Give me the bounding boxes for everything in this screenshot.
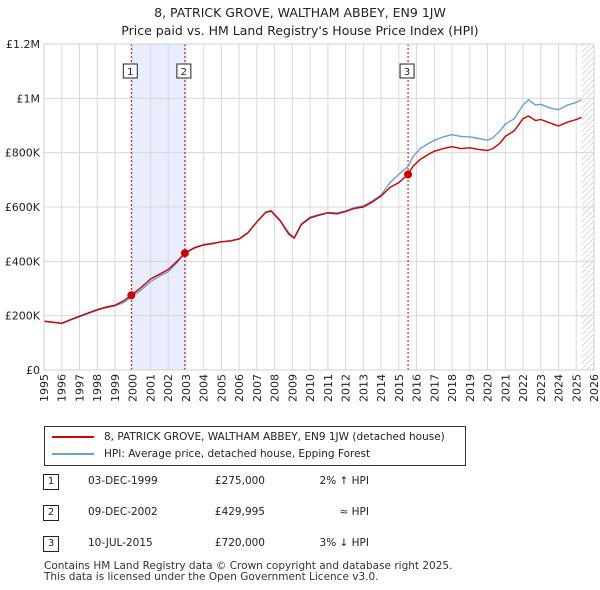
y-tick-label: £400K — [5, 255, 41, 268]
x-tick-label: 2025 — [570, 374, 583, 402]
sale-date: 09-DEC-2002 — [88, 506, 158, 518]
legend-label-property: 8, PATRICK GROVE, WALTHAM ABBEY, EN9 1JW… — [104, 431, 445, 443]
sale-marker — [180, 249, 189, 258]
x-tick-label: 2005 — [215, 374, 228, 402]
sale-date: 03-DEC-1999 — [88, 475, 158, 487]
x-tick-label: 2001 — [144, 374, 157, 402]
sale-hpi-comparison: 2% ↑ HPI — [319, 475, 369, 487]
x-tick-label: 2017 — [428, 374, 441, 402]
y-tick-label: £0 — [26, 364, 40, 377]
sale-label: 2 — [181, 67, 187, 78]
sale-price: £720,000 — [214, 537, 265, 549]
x-tick-label: 1998 — [91, 374, 104, 402]
sale-number-badge: 3 — [43, 536, 59, 552]
x-tick-label: 1997 — [73, 374, 86, 402]
sale-marker — [404, 170, 413, 179]
sale-marker — [127, 291, 136, 300]
sale-label-box — [176, 63, 192, 79]
footer-copyright: Contains HM Land Registry data © Crown c… — [44, 560, 453, 572]
x-tick-label: 2019 — [464, 374, 477, 402]
x-tick-label: 2011 — [322, 374, 335, 402]
x-tick-label: 2000 — [127, 374, 140, 402]
y-tick-label: £1.2M — [6, 38, 40, 51]
footer: Contains HM Land Registry data © Crown c… — [44, 561, 452, 583]
table-row: 2 09-DEC-2002 £429,995 ≈ HPI — [0, 505, 600, 525]
table-row: 1 03-DEC-1999 £275,000 2% ↑ HPI — [0, 474, 600, 494]
x-tick-label: 2006 — [233, 374, 246, 402]
x-tick-label: 2008 — [269, 374, 282, 402]
sale-hpi-comparison: 3% ↓ HPI — [319, 537, 369, 549]
x-tick-label: 2009 — [286, 374, 299, 402]
x-tick-label: 2024 — [553, 374, 566, 402]
table-row: 3 10-JUL-2015 £720,000 3% ↓ HPI — [0, 536, 600, 556]
plot-border — [43, 43, 595, 371]
x-tick-label: 2023 — [535, 374, 548, 402]
chart-title-block: 8, PATRICK GROVE, WALTHAM ABBEY, EN9 1JW… — [0, 4, 600, 40]
x-tick-label: 2020 — [482, 374, 495, 402]
x-tick-label: 2026 — [588, 374, 600, 402]
x-tick-label: 1995 — [38, 374, 51, 402]
x-tick-label: 2018 — [446, 374, 459, 402]
sale-label-box — [399, 63, 415, 79]
y-tick-label: £1M — [17, 92, 41, 105]
legend-label-hpi: HPI: Average price, detached house, Eppi… — [104, 448, 371, 460]
sale-number-badge: 1 — [43, 474, 59, 490]
footer-licence: This data is licensed under the Open Gov… — [44, 571, 379, 583]
legend-swatch-property — [52, 436, 94, 438]
chart-title: 8, PATRICK GROVE, WALTHAM ABBEY, EN9 1JW — [154, 5, 446, 20]
x-tick-label: 2007 — [251, 374, 264, 402]
y-tick-label: £800K — [5, 147, 41, 160]
sale-label: 1 — [127, 67, 133, 78]
property-price-line — [43, 115, 582, 324]
legend-item-hpi: HPI: Average price, detached house, Eppi… — [45, 446, 370, 462]
y-tick-label: £200K — [5, 310, 41, 323]
x-tick-label: 2004 — [198, 374, 211, 402]
x-tick-label: 2013 — [357, 374, 370, 402]
x-tick-label: 1996 — [56, 374, 69, 402]
x-tick-label: 2015 — [393, 374, 406, 402]
x-tick-label: 2010 — [304, 374, 317, 402]
legend-swatch-hpi — [52, 453, 94, 455]
x-tick-label: 2016 — [411, 374, 424, 402]
price-chart: 1 2 3 £0 £200K £400K £600K £800K £1M £1.2M 1995 19… — [5, 38, 600, 402]
x-tick-label: 2012 — [340, 374, 353, 402]
x-tick-label: 2021 — [499, 374, 512, 402]
sale-price: £275,000 — [214, 475, 265, 487]
sale-number-badge: 2 — [43, 505, 59, 521]
chart-subtitle: Price paid vs. HM Land Registry's House … — [121, 23, 479, 38]
x-tick-label: 1999 — [109, 374, 122, 402]
legend: 8, PATRICK GROVE, WALTHAM ABBEY, EN9 1JW… — [44, 426, 466, 466]
sale-price: £429,995 — [214, 506, 265, 518]
x-tick-label: 2002 — [162, 374, 175, 402]
sale-date: 10-JUL-2015 — [88, 537, 153, 549]
x-tick-label: 2022 — [517, 374, 530, 402]
sale-label-box — [122, 63, 138, 79]
x-tick-label: 2014 — [375, 374, 388, 402]
sale-hpi-comparison: ≈ HPI — [339, 506, 369, 518]
sale-label: 3 — [404, 67, 410, 78]
y-tick-label: £600K — [5, 201, 41, 214]
x-tick-label: 2003 — [180, 374, 193, 402]
legend-item-property: 8, PATRICK GROVE, WALTHAM ABBEY, EN9 1JW… — [45, 429, 445, 445]
